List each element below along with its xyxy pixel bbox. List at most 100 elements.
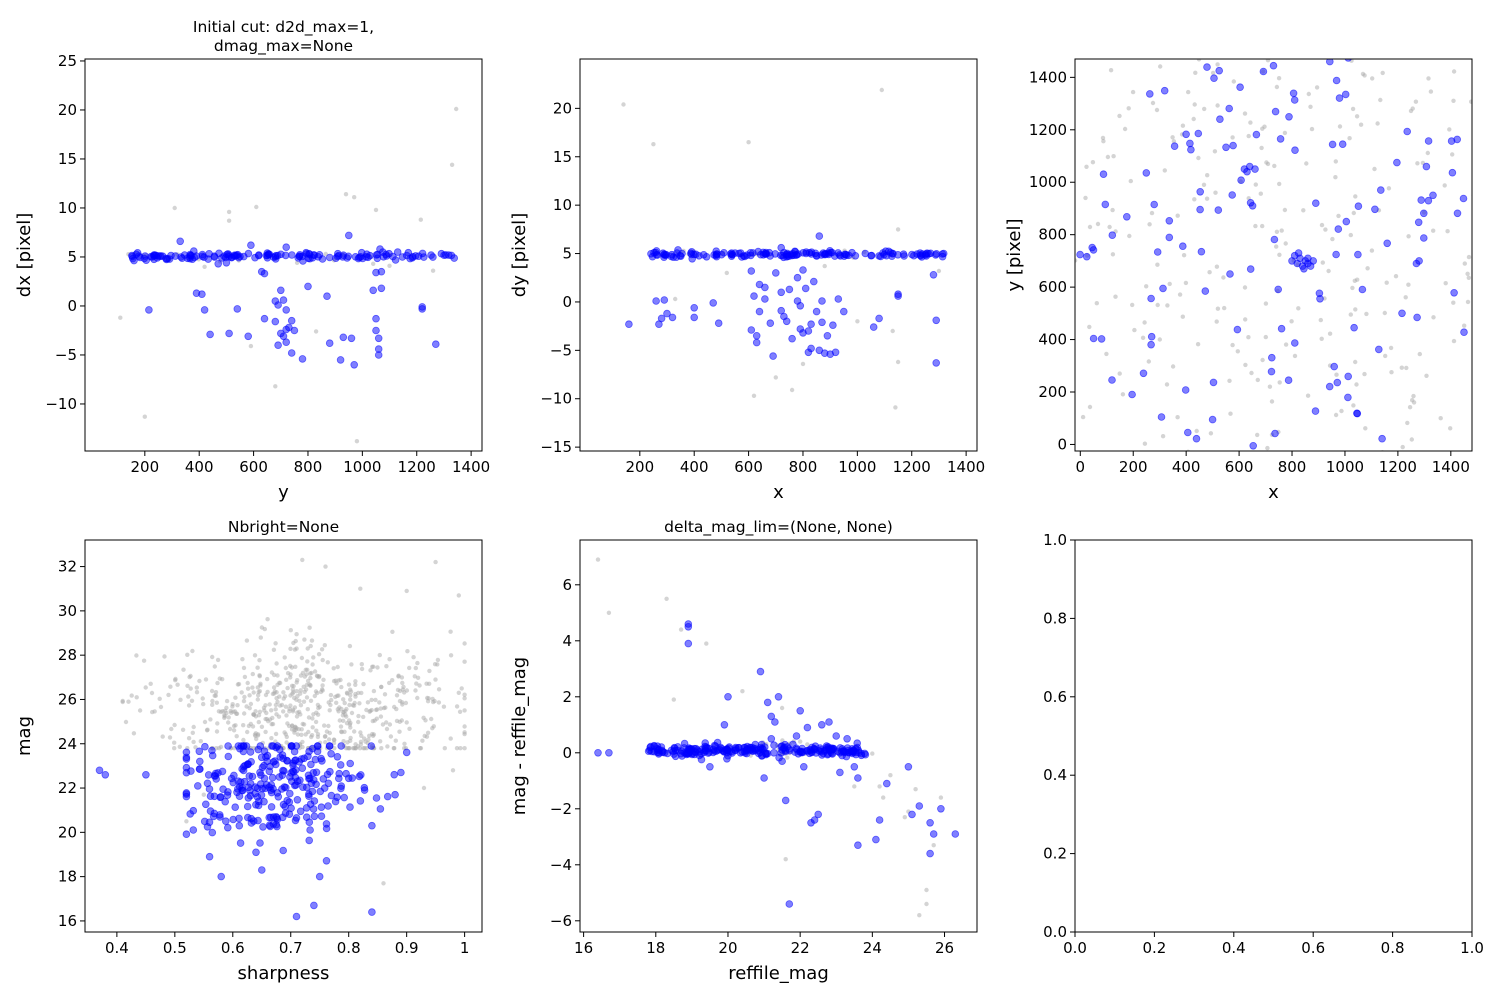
unmatched-point: [1301, 208, 1306, 213]
unmatched-point: [134, 695, 139, 700]
unmatched-point: [361, 714, 366, 720]
unmatched-point: [1255, 432, 1260, 438]
matched-point: [236, 744, 244, 753]
unmatched-point: [345, 691, 350, 696]
unmatched-point: [293, 725, 298, 730]
unmatched-point: [902, 815, 907, 820]
unmatched-point: [425, 699, 431, 704]
x-tick-label: 0.6: [221, 939, 245, 957]
unmatched-point: [606, 610, 612, 615]
unmatched-point: [233, 695, 238, 700]
unmatched-point: [1210, 70, 1216, 76]
matched-point: [355, 772, 364, 781]
unmatched-point: [304, 672, 309, 677]
unmatched-point: [252, 732, 258, 737]
matched-point: [1097, 335, 1106, 343]
unmatched-point: [1431, 315, 1436, 320]
matched-point: [1420, 234, 1428, 242]
matched-point: [727, 249, 736, 257]
unmatched-point: [383, 705, 388, 710]
x-tick-label: 0.2: [1142, 939, 1166, 957]
unmatched-point: [779, 705, 785, 711]
unmatched-point: [418, 217, 423, 222]
unmatched-point: [118, 315, 123, 320]
unmatched-point: [394, 693, 400, 698]
unmatched-point: [202, 719, 208, 725]
matched-point: [1448, 168, 1457, 177]
matched-point: [818, 318, 826, 327]
unmatched-point: [1277, 181, 1282, 187]
unmatched-point: [1378, 97, 1383, 103]
matched-point: [757, 752, 766, 760]
matched-point: [219, 785, 227, 793]
unmatched-point: [288, 646, 293, 651]
unmatched-point: [341, 739, 346, 744]
matched-point: [281, 802, 289, 811]
unmatched-point: [273, 731, 279, 737]
matched-point: [888, 249, 897, 258]
matched-point: [252, 848, 260, 857]
unmatched-point: [123, 719, 129, 725]
matched-point: [251, 789, 259, 798]
matched-point: [766, 319, 775, 328]
matched-point: [418, 303, 427, 311]
matched-point: [374, 345, 383, 353]
matched-point: [254, 816, 262, 825]
unmatched-point: [1462, 261, 1468, 266]
matched-point: [374, 334, 383, 343]
unmatched-point: [1213, 190, 1218, 195]
unmatched-point: [1149, 210, 1155, 216]
unmatched-point: [253, 709, 258, 714]
matched-point: [771, 269, 780, 277]
matched-point: [257, 753, 266, 762]
matched-point: [277, 250, 285, 259]
x-tick-label: 600: [734, 458, 763, 476]
y-tick-label: 15: [58, 150, 77, 168]
unmatched-point: [295, 694, 300, 699]
matched-point: [208, 746, 216, 755]
unmatched-point: [241, 665, 247, 671]
unmatched-point: [1264, 160, 1269, 165]
unmatched-point: [231, 728, 237, 733]
unmatched-point: [242, 711, 247, 716]
matched-point: [855, 748, 863, 757]
matched-point: [1251, 165, 1259, 173]
matched-point: [1330, 362, 1338, 371]
unmatched-point: [1363, 426, 1368, 431]
unmatched-point: [441, 704, 447, 709]
unmatched-point: [392, 746, 397, 751]
matched-point: [337, 784, 345, 793]
matched-point: [402, 748, 411, 757]
unmatched-point: [167, 735, 173, 740]
unmatched-point: [254, 204, 259, 210]
unmatched-point: [230, 702, 235, 707]
unmatched-point: [1258, 191, 1264, 196]
unmatched-point: [336, 693, 341, 698]
unmatched-point: [315, 734, 321, 740]
matched-point: [809, 277, 818, 286]
unmatched-point: [1192, 102, 1197, 107]
unmatched-point: [1279, 228, 1284, 233]
matched-point: [182, 755, 191, 763]
matched-point: [1291, 146, 1299, 155]
matched-point: [752, 338, 761, 347]
unmatched-point: [1140, 335, 1146, 340]
unmatched-point: [257, 689, 262, 694]
matched-point: [875, 816, 884, 824]
matched-point: [248, 772, 257, 781]
matched-point: [825, 718, 833, 726]
matched-point: [246, 748, 255, 756]
unmatched-point: [288, 628, 293, 633]
unmatched-point: [265, 617, 270, 622]
unmatched-point: [177, 744, 182, 749]
unmatched-point: [295, 732, 301, 737]
matched-point: [783, 743, 791, 751]
x-tick-label: 1: [460, 939, 470, 957]
unmatched-point: [272, 691, 277, 696]
unmatched-point: [1442, 183, 1447, 188]
y-axis-label: mag - reffile_mag: [509, 657, 530, 815]
unmatched-point: [924, 887, 929, 893]
matched-point: [929, 270, 938, 279]
unmatched-point: [789, 387, 795, 393]
